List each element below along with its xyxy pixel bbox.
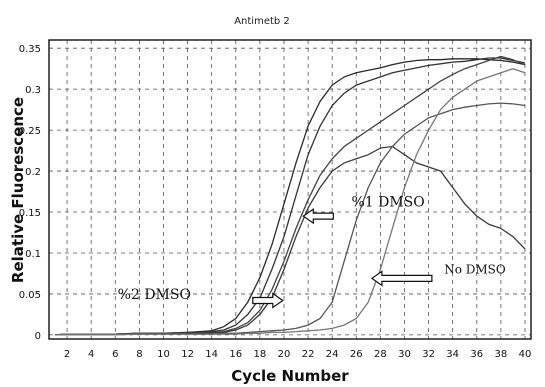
x-axis-label: Cycle Number: [231, 367, 349, 385]
y-tick-label: 0.25: [19, 126, 41, 137]
x-axis-ticks: 2 4 6 8 10 12 14 16 18 20 22 24 26 28 30 32 34 36 38 40: [64, 349, 531, 360]
y-tick-label: 0.05: [19, 290, 41, 301]
x-tick-label: 14: [205, 349, 218, 360]
annotations: %1 DMSO %2 DMSO No DMSO: [118, 194, 506, 309]
y-axis-label: Relative Fluorescence: [9, 97, 27, 283]
x-tick-label: 38: [495, 349, 508, 360]
x-tick-label: 4: [88, 349, 94, 360]
annotation-arrow: [252, 292, 284, 309]
series-lines: [54, 55, 526, 336]
annotation-label: No DMSO: [444, 262, 506, 276]
annotation-arrow: [302, 207, 334, 225]
y-axis-ticks: 0 0.05 0.1 0.15 0.2 0.25 0.3 0.35: [19, 44, 41, 342]
x-tick-label: 26: [350, 349, 363, 360]
x-tick-label: 10: [157, 349, 170, 360]
x-tick-label: 6: [112, 349, 118, 360]
y-tick-label: 0.2: [25, 167, 41, 178]
x-tick-label: 16: [229, 349, 242, 360]
x-tick-label: 24: [326, 349, 339, 360]
x-tick-label: 20: [278, 349, 291, 360]
y-tick-label: 0.35: [19, 44, 41, 55]
y-tick-label: 0.1: [25, 249, 41, 260]
x-tick-label: 32: [422, 349, 435, 360]
x-tick-label: 36: [470, 349, 483, 360]
y-tick-label: 0.3: [25, 85, 41, 96]
x-tick-label: 34: [446, 349, 459, 360]
x-tick-label: 22: [302, 349, 315, 360]
grid-lines: [49, 40, 531, 339]
y-tick-label: 0: [35, 331, 41, 342]
x-tick-label: 28: [374, 349, 387, 360]
x-tick-label: 40: [519, 349, 532, 360]
series-line-6: [55, 68, 526, 336]
x-tick-label: 2: [64, 349, 70, 360]
series-line-4: [54, 145, 526, 336]
annotation-label: %2 DMSO: [118, 287, 191, 303]
plot-frame: [48, 39, 532, 340]
chart-title: Antimetb 2: [234, 16, 290, 27]
x-tick-label: 30: [398, 349, 411, 360]
y-tick-label: 0.15: [19, 208, 41, 219]
x-tick-label: 12: [181, 349, 194, 360]
annotation-label: %1 DMSO: [351, 194, 424, 210]
x-tick-label: 8: [136, 349, 142, 360]
annotation-arrow: [370, 270, 433, 287]
x-tick-label: 18: [254, 349, 267, 360]
